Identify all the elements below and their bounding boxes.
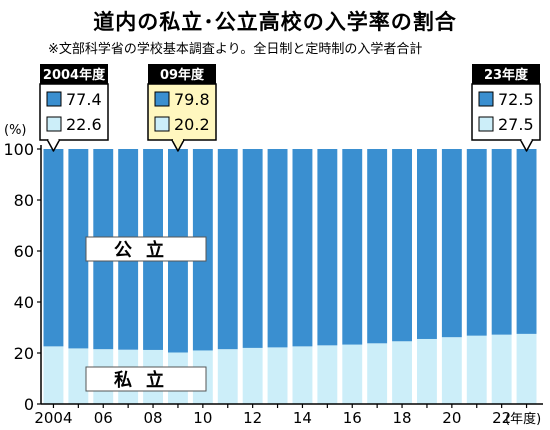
- public-label-box: [85, 236, 207, 262]
- bar-public-2022: [491, 149, 512, 335]
- bar-private-2012: [242, 347, 263, 404]
- bar-private-2023: [516, 333, 537, 404]
- bar-private-2014: [292, 346, 313, 404]
- callout-header-2: [472, 64, 540, 84]
- callout-private-value: 27.5: [498, 115, 534, 134]
- callout-year-label: 09年度: [160, 67, 205, 83]
- bar-public-2023: [516, 149, 537, 334]
- callout-public-value: 77.4: [66, 90, 102, 109]
- public-swatch-icon: [478, 91, 494, 107]
- private-series-label: 私立: [114, 369, 178, 391]
- y-tick-label: 80: [14, 191, 34, 210]
- bar-private-2017: [367, 343, 388, 404]
- public-series-label: 公立: [114, 239, 178, 261]
- chart-subtitle: ※文部科学省の学校基本調査より。全日制と定時制の入学者合計: [48, 42, 423, 57]
- callout-private-value: 20.2: [174, 115, 210, 134]
- x-tick-label: 16: [343, 409, 362, 427]
- public-swatch-icon: [154, 91, 170, 107]
- bar-private-2018: [392, 341, 412, 404]
- y-tick-label: 40: [14, 293, 34, 312]
- bar-public-2004: [43, 149, 64, 347]
- public-swatch-icon: [46, 91, 62, 107]
- bar-public-2014: [292, 149, 313, 347]
- bar-public-2017: [367, 149, 388, 344]
- bar-private-2004: [43, 346, 64, 404]
- x-tick-label: 10: [193, 409, 212, 427]
- y-tick-label: 100: [3, 140, 34, 159]
- bar-private-2021: [466, 335, 487, 404]
- callout-year-label: 23年度: [484, 67, 529, 83]
- bar-public-2019: [417, 149, 437, 339]
- bar-public-2005: [68, 149, 89, 349]
- y-tick-label: 60: [14, 242, 34, 261]
- bar-public-2016: [342, 149, 363, 345]
- bar-private-2013: [267, 347, 288, 404]
- bar-public-2020: [441, 149, 462, 338]
- x-axis-unit: (年度): [505, 411, 541, 427]
- bar-public-2013: [267, 149, 288, 348]
- bar-public-2012: [242, 149, 263, 348]
- x-tick-label: 22: [492, 409, 511, 427]
- chart-title: 道内の私立･公立高校の入学率の割合: [93, 10, 457, 34]
- callout-header-1: [148, 64, 216, 84]
- bar-public-2015: [317, 149, 338, 346]
- private-swatch-icon: [478, 116, 494, 132]
- bar-public-2011: [217, 149, 238, 350]
- callout-private-value: 22.6: [66, 115, 102, 134]
- x-tick-label: 14: [293, 409, 312, 427]
- callout-header-0: [40, 64, 108, 84]
- x-tick-label: 08: [144, 409, 163, 427]
- callout-public-value: 72.5: [498, 90, 534, 109]
- bar-private-2011: [217, 349, 238, 404]
- callout-pointer-mask-0: [48, 138, 59, 141]
- callout-pointer-mask-2: [521, 138, 532, 141]
- bar-private-2022: [491, 334, 512, 404]
- bar-private-2019: [417, 338, 437, 404]
- bar-public-2021: [466, 149, 487, 336]
- y-tick-label: 20: [14, 344, 34, 363]
- bar-private-2005: [68, 348, 89, 404]
- x-tick-label: 2004: [34, 409, 72, 427]
- x-tick-label: 18: [393, 409, 412, 427]
- callout-year-label: 2004年度: [43, 67, 106, 83]
- bar-private-2020: [441, 337, 462, 404]
- private-swatch-icon: [154, 116, 170, 132]
- private-label-box: [85, 366, 207, 392]
- callout-pointer-mask-1: [172, 138, 183, 141]
- y-axis-unit: (%): [4, 123, 27, 138]
- x-tick-label: 12: [243, 409, 262, 427]
- callout-public-value: 79.8: [174, 90, 210, 109]
- bar-public-2018: [392, 149, 412, 342]
- bar-private-2015: [317, 345, 338, 404]
- bar-private-2016: [342, 344, 363, 404]
- y-tick-label: 0: [24, 395, 34, 414]
- private-swatch-icon: [46, 116, 62, 132]
- x-tick-label: 06: [94, 409, 113, 427]
- x-tick-label: 20: [442, 409, 461, 427]
